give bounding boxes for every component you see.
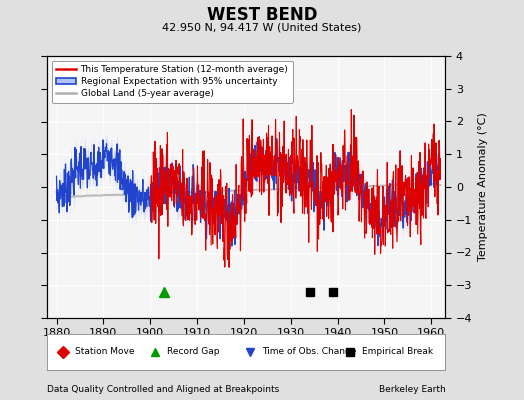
Text: Record Gap: Record Gap (167, 348, 219, 356)
Text: Data Quality Controlled and Aligned at Breakpoints: Data Quality Controlled and Aligned at B… (47, 385, 279, 394)
Text: 42.950 N, 94.417 W (United States): 42.950 N, 94.417 W (United States) (162, 22, 362, 32)
Text: Time of Obs. Change: Time of Obs. Change (262, 348, 357, 356)
Text: Station Move: Station Move (75, 348, 135, 356)
Text: Berkeley Earth: Berkeley Earth (379, 385, 445, 394)
Text: Empirical Break: Empirical Break (362, 348, 433, 356)
Text: WEST BEND: WEST BEND (207, 6, 317, 24)
Y-axis label: Temperature Anomaly (°C): Temperature Anomaly (°C) (478, 113, 488, 261)
Legend: This Temperature Station (12-month average), Regional Expectation with 95% uncer: This Temperature Station (12-month avera… (52, 60, 293, 103)
